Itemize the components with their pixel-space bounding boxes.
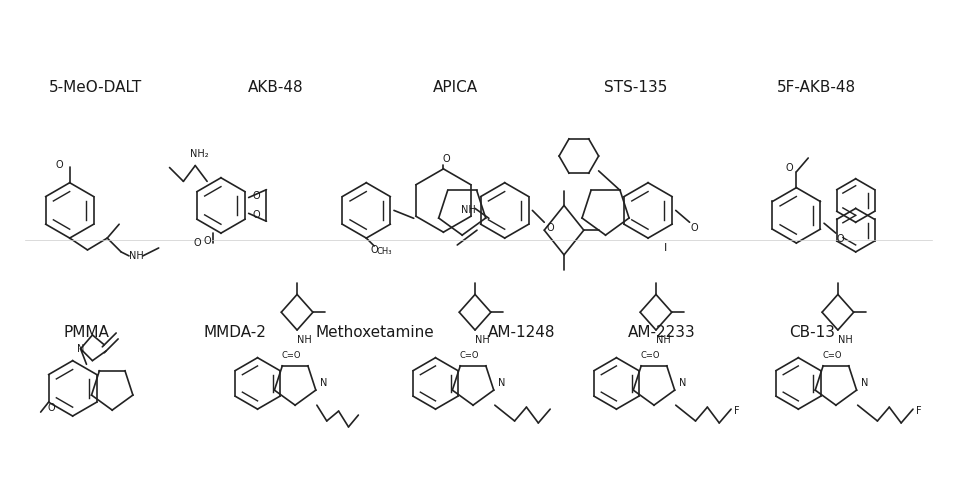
Text: NH: NH (129, 251, 144, 261)
Text: O: O (691, 223, 699, 233)
Text: MMDA-2: MMDA-2 (203, 324, 266, 340)
Text: CB-13: CB-13 (790, 324, 835, 340)
Text: Methoxetamine: Methoxetamine (316, 324, 434, 340)
Text: C=O: C=O (281, 351, 300, 360)
Text: O: O (56, 160, 63, 170)
Text: O: O (836, 234, 844, 244)
Text: 5-MeO-DALT: 5-MeO-DALT (49, 80, 142, 95)
Text: STS-135: STS-135 (604, 80, 667, 95)
Text: AKB-48: AKB-48 (248, 80, 303, 95)
Text: NH: NH (656, 335, 671, 345)
Text: I: I (664, 243, 667, 253)
Text: O: O (442, 154, 450, 164)
Text: O: O (253, 210, 260, 221)
Text: N: N (498, 378, 505, 389)
Text: O: O (546, 223, 554, 233)
Text: O: O (253, 191, 260, 200)
Text: O: O (370, 245, 378, 255)
Text: F: F (916, 406, 922, 416)
Text: 5F-AKB-48: 5F-AKB-48 (776, 80, 856, 95)
Text: O: O (786, 163, 793, 173)
Text: NH: NH (475, 335, 490, 345)
Text: APICA: APICA (433, 80, 478, 95)
Text: NH₂: NH₂ (189, 148, 209, 159)
Text: F: F (734, 406, 740, 416)
Text: C=O: C=O (459, 351, 478, 360)
Text: C=O: C=O (640, 351, 659, 360)
Text: N: N (860, 378, 868, 389)
Text: AM-2233: AM-2233 (628, 324, 696, 340)
Text: N: N (77, 344, 84, 354)
Text: C=O: C=O (822, 351, 842, 360)
Text: CH₃: CH₃ (376, 247, 391, 256)
Text: N: N (320, 378, 327, 389)
Text: PMMA: PMMA (63, 324, 109, 340)
Text: NH: NH (461, 205, 476, 216)
Text: O: O (47, 403, 55, 413)
Text: NH: NH (297, 335, 312, 345)
Text: NH: NH (838, 335, 853, 345)
Text: N: N (679, 378, 686, 389)
Text: O: O (203, 236, 211, 246)
Text: AM-1248: AM-1248 (488, 324, 555, 340)
Text: O: O (193, 238, 201, 248)
